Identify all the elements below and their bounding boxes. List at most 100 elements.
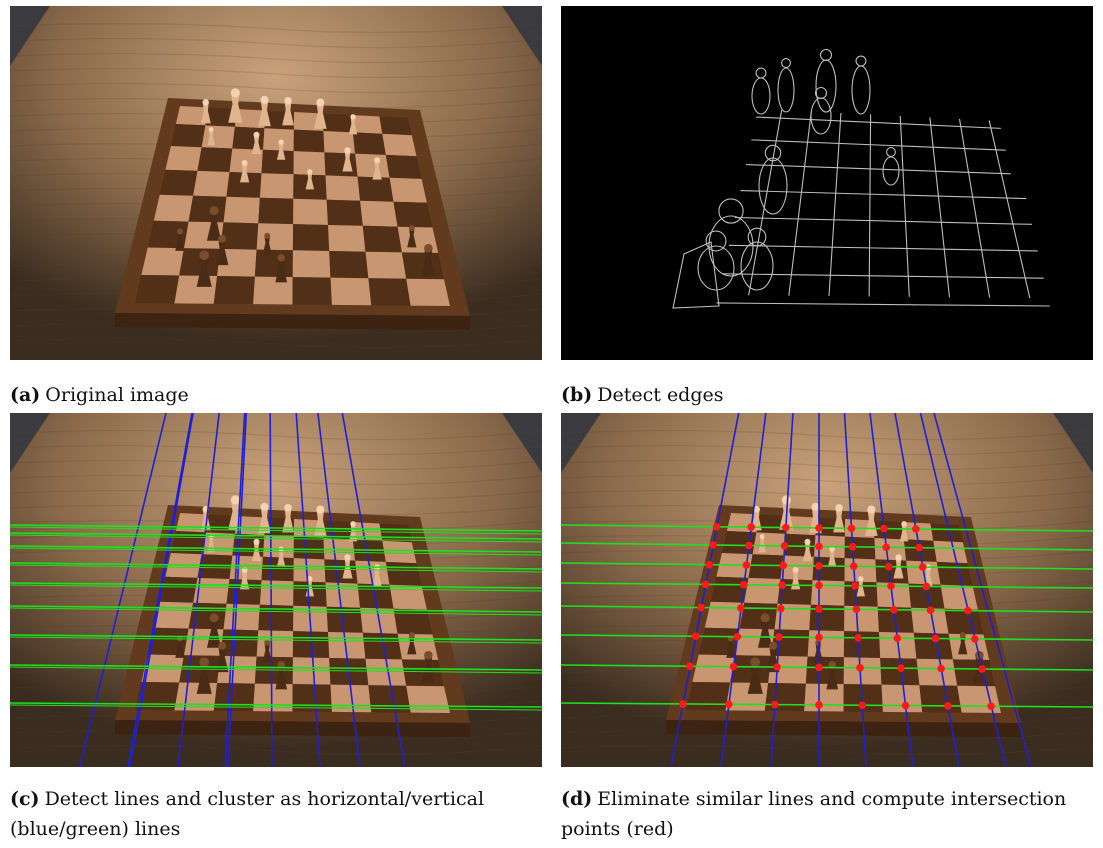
chess-piece-head [218,234,227,243]
board-square [159,576,198,603]
caption-b-text: Detect edges [597,384,724,406]
chess-piece [206,620,222,648]
chess-piece [251,136,262,155]
chess-piece-head [284,503,292,512]
board-square [382,133,417,157]
chess-piece [262,237,272,256]
chess-piece [342,152,353,172]
chess-piece-head [176,228,183,235]
piece-contour-head [764,144,782,162]
board-square [785,516,817,536]
board-edge [115,313,470,330]
horizontal-line [10,532,542,540]
wood-grain [10,475,542,486]
chess-piece-head [408,632,415,638]
board-square [365,658,407,686]
edge-line [748,109,783,296]
chess-piece-head [209,206,219,216]
chess-piece-head [759,534,765,539]
caption-b: (b) Detect edges [561,380,1096,410]
wood-grain [10,460,542,471]
board-square [135,275,180,304]
chess-piece-head [278,139,284,145]
horizontal-line [10,702,542,708]
horizontal-line [10,605,542,613]
intersection-point [737,604,745,612]
horizontal-line [10,547,542,556]
intersection-point [815,542,823,551]
board-square [325,175,361,201]
wood-grain [10,445,542,456]
board-edge [115,720,470,737]
original-image-render [10,6,542,360]
board-square [153,194,194,222]
chess-piece [215,241,229,266]
piece-contour-head [819,48,833,62]
chess-piece [175,233,185,251]
board-square [940,584,978,610]
edge-line [722,273,1044,279]
board-square [322,113,353,133]
horizontal-line [10,545,542,553]
board-square [406,278,450,306]
board-square [730,655,772,683]
vertical-line [127,413,193,767]
intersection-point [937,664,945,673]
edge-line [899,115,910,297]
board-square [748,554,784,579]
chess-piece-head [260,95,269,104]
board-square [220,222,259,250]
intersection-point [893,634,902,642]
intersection-point [779,561,788,570]
horizontal-line [561,634,1093,641]
edge-line [988,120,1031,299]
vertical-line [670,413,740,767]
chess-piece [421,250,436,277]
horizontal-line [10,584,542,592]
intersection-point [858,701,867,710]
chess-piece-head [350,521,356,527]
board-square [844,605,879,632]
horizontal-line [10,534,542,543]
horizontal-line [10,636,542,644]
board-square [365,251,407,279]
intersection-point [712,523,721,531]
intersection-point [733,632,742,641]
caption-d-text: Eliminate similar lines and compute inte… [561,788,1067,840]
board-edge [666,720,1021,737]
caption-c-text: Detect lines and cluster as horizontal/v… [10,788,485,840]
edge-contour [672,241,720,309]
caption-d: (d) Eliminate similar lines and compute i… [561,784,1096,844]
intersection-point [890,606,898,614]
original-chessboard-image [10,6,542,360]
chess-piece [276,550,286,567]
horizontal-line [561,702,1093,708]
board-square [261,556,294,582]
wood-grain [10,83,542,94]
line-detection-image [10,413,542,767]
chess-piece-head [241,160,248,166]
horizontal-line [10,526,542,535]
chess-piece-head [230,88,240,98]
board-square [253,276,293,305]
wood-grain [10,338,542,349]
chess-piece [893,559,904,579]
edge-line [958,118,991,298]
chess-piece [275,666,288,690]
intersection-point [725,700,733,709]
chess-piece [207,130,215,146]
chess-piece [305,173,315,190]
intersection-point [847,524,856,533]
intersection-point [709,541,717,549]
intersection-point [701,580,710,589]
intersection-point [915,543,923,552]
intersection-point [679,700,687,708]
board-square [293,151,326,176]
wood-grain [561,745,1093,756]
board-square [292,224,330,251]
board-square [351,115,383,134]
piece-contour [758,157,788,215]
intersection-point [882,543,891,552]
intersection-point [740,580,748,589]
wood-grain [10,730,542,741]
